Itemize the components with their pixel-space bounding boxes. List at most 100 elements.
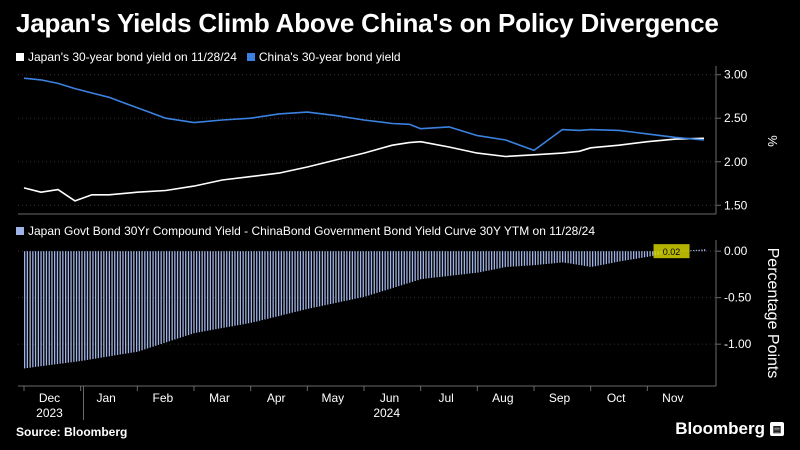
spread-bar [163, 251, 165, 344]
spread-bar [305, 251, 307, 310]
spread-bar [463, 251, 465, 275]
spread-bar [428, 251, 430, 279]
chart-badge-icon: ▤ [770, 422, 784, 436]
legend-swatch-china [246, 53, 255, 61]
spread-bar [594, 251, 597, 267]
x-month-label: Dec [39, 391, 60, 405]
spread-bar [439, 251, 441, 277]
spread-bar [127, 251, 130, 354]
spread-bar [518, 251, 520, 267]
spread-bar [359, 251, 362, 298]
spread-bar [283, 251, 285, 315]
spread-bar [32, 251, 34, 368]
spread-bar [635, 251, 637, 259]
spread-bar [545, 251, 547, 264]
spread-bar [201, 251, 203, 332]
spread-bar [485, 251, 487, 271]
spread-bar [398, 251, 400, 287]
spread-bar [392, 251, 394, 288]
spread-bar [81, 251, 83, 361]
x-month-label: Mar [209, 391, 230, 405]
x-month-label: Apr [267, 391, 286, 405]
spread-bar [564, 251, 566, 263]
spread-bar [488, 251, 490, 271]
bottom-ylabel: Percentage Points [764, 248, 781, 379]
spread-bar [24, 251, 26, 369]
latest-value-highlight [653, 244, 690, 259]
spread-bar [242, 251, 244, 325]
spread-bar [187, 251, 190, 336]
spread-bar [627, 251, 629, 260]
spread-bar [586, 251, 588, 267]
top-ytick-label: 1.50 [724, 198, 748, 212]
x-month-label: Jul [438, 391, 453, 405]
spread-bar [376, 251, 378, 293]
bottom-ytick-label: -1.00 [724, 337, 752, 351]
spread-bar [351, 251, 353, 300]
legend-item-spread: Japan Govt Bond 30Yr Compound Yield - Ch… [16, 224, 595, 238]
x-month-label: May [321, 391, 344, 405]
spread-bar [570, 251, 572, 264]
spread-bar [37, 251, 39, 367]
top-ytick-label: 2.00 [724, 155, 748, 169]
bloomberg-logo: Bloomberg ▤ [675, 419, 784, 439]
spread-bar [362, 251, 364, 298]
spread-bar [338, 251, 340, 303]
spread-bar [704, 249, 706, 252]
spread-bar [231, 251, 233, 327]
spread-bar [250, 251, 252, 323]
spread-bar [624, 251, 627, 261]
spread-bar [521, 251, 523, 266]
spread-bar [384, 251, 386, 291]
spread-bar [340, 251, 343, 302]
spread-bar [452, 251, 455, 276]
legend-label-china: China's 30-year bond yield [258, 50, 401, 64]
spread-bar [75, 251, 78, 362]
spread-bar [414, 251, 416, 281]
spread-bar [556, 251, 558, 263]
spread-bar [59, 251, 61, 364]
x-month-label: Jun [380, 391, 399, 405]
spread-bar [321, 251, 323, 306]
spread-bar [318, 251, 321, 307]
spread-bar [619, 251, 621, 262]
china-yield-line [23, 77, 705, 152]
spread-bar [381, 251, 384, 292]
spread-bar [288, 251, 291, 314]
spread-bar [420, 251, 422, 280]
spread-bar [349, 251, 351, 300]
spread-bar [515, 251, 517, 267]
spread-bar [324, 251, 326, 306]
spread-bar [436, 251, 438, 278]
spread-bar [575, 251, 577, 265]
legend-label-spread: Japan Govt Bond 30Yr Compound Yield - Ch… [28, 224, 596, 238]
spread-bar [409, 251, 411, 283]
spread-bar [100, 251, 102, 358]
spread-bar [504, 251, 506, 268]
spread-bar [592, 251, 594, 267]
spread-bar [193, 251, 195, 334]
x-year-label-2023: 2023 [36, 406, 63, 420]
spread-bar [149, 251, 151, 348]
spread-bar [299, 251, 302, 311]
spread-bar [313, 251, 315, 308]
legend-label-japan: Japan's 30-year bond yield on 11/28/24 [28, 50, 237, 64]
spread-bar [583, 251, 586, 266]
spread-bar [73, 251, 75, 362]
legend-item-japan: Japan's 30-year bond yield on 11/28/24 [16, 50, 237, 64]
spread-bar [155, 251, 157, 346]
spread-bar [43, 251, 45, 366]
x-month-label: Jan [96, 391, 115, 405]
spread-bar [179, 251, 181, 338]
spread-bar [278, 251, 280, 317]
spread-bar [589, 251, 591, 267]
spread-bar [597, 251, 599, 266]
spread-bar [379, 251, 381, 293]
spread-bar [166, 251, 168, 343]
spread-bar [269, 251, 272, 319]
source-note: Source: Bloomberg [16, 425, 128, 439]
spread-bar [116, 251, 119, 355]
spread-bar [638, 251, 640, 259]
top-ytick-label: 2.50 [724, 111, 748, 125]
